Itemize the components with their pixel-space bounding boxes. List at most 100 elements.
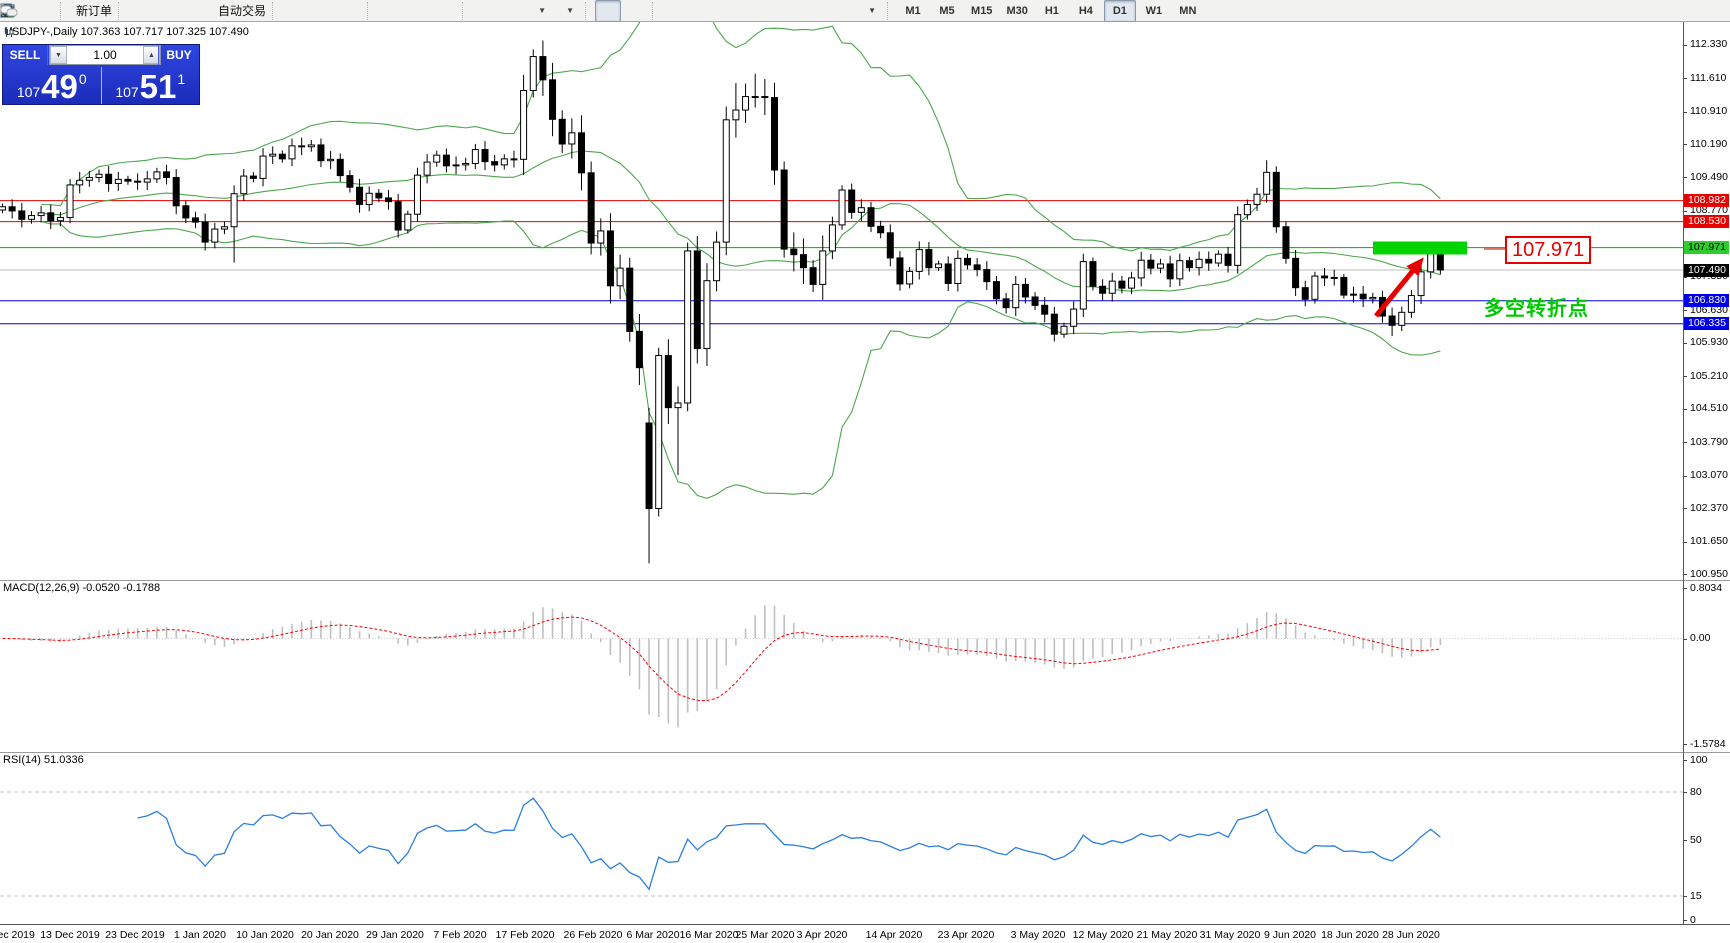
toolbar-separator <box>652 1 659 20</box>
fibonacci-tool-button[interactable]: F <box>1 0 800 22</box>
trendline-tool-button[interactable] <box>1 0 744 22</box>
date-label: 10 Jan 2020 <box>236 929 294 941</box>
price-tick-mark <box>1683 508 1687 510</box>
price-tick-mark <box>1683 376 1687 377</box>
line-chart-type-button[interactable] <box>1 0 364 22</box>
volume-increase-button[interactable]: ▲ <box>143 46 160 64</box>
cursor-tool-button[interactable] <box>4 0 622 22</box>
main-chart-canvas[interactable] <box>0 22 1683 580</box>
red-arrow[interactable] <box>1374 257 1424 318</box>
green-zone-rectangle[interactable] <box>1373 241 1467 255</box>
chart-profile-icon[interactable] <box>0 0 57 22</box>
price-badge: 106.335 <box>1684 316 1729 330</box>
date-label: 12 May 2020 <box>1072 929 1134 941</box>
chart-title: USDJPY-,Daily 107.363 107.717 107.325 10… <box>4 26 249 38</box>
rsi-tick-label: 50 <box>1690 833 1702 846</box>
bollinger-lower[interactable] <box>40 220 1441 499</box>
crosshair-tool-button[interactable] <box>1 0 649 22</box>
vertical-line-tool-button[interactable] <box>6 0 688 22</box>
chat-icon[interactable] <box>0 0 1723 22</box>
date-label: 16 Mar 2020 <box>679 929 739 941</box>
date-label: 3 Apr 2020 <box>796 929 848 941</box>
rsi-pane-canvas[interactable] <box>0 753 1683 924</box>
price-callout-label[interactable]: 107.971 <box>1505 236 1592 264</box>
timeframe-h4[interactable]: H4 <box>1078 4 1093 17</box>
sell-button[interactable]: SELL <box>3 45 48 65</box>
horizontal-line-tool-button[interactable] <box>1 0 716 22</box>
bollinger-middle[interactable] <box>41 150 1441 292</box>
chart-shift-button[interactable] <box>2 0 526 22</box>
price-tick-mark <box>1683 177 1687 178</box>
price-tick-mark <box>1683 111 1687 113</box>
date-label: 3 May 2020 <box>1010 929 1066 941</box>
price-tick-label: 105.930 <box>1690 336 1728 348</box>
price-tick-mark <box>1683 210 1687 212</box>
turning-point-text[interactable]: 多空转折点 <box>1484 298 1589 320</box>
price-tick-mark <box>1683 442 1687 444</box>
zoom-out-button[interactable] <box>1 0 431 22</box>
price-tick-label: 102.370 <box>1690 501 1728 514</box>
timeframe-w1[interactable]: W1 <box>1145 4 1163 17</box>
rsi-tick-mark <box>1683 920 1687 921</box>
rsi-tick-mark <box>1683 792 1687 793</box>
date-label: 26 Feb 2020 <box>563 929 623 941</box>
accounts-icon[interactable] <box>0 0 182 22</box>
date-label: 14 Apr 2020 <box>865 929 923 941</box>
timeframe-mn[interactable]: MN <box>1179 4 1197 17</box>
chart-window: USDJPY-,Daily 107.363 107.717 107.325 10… <box>0 22 1730 943</box>
date-label: 1 Jan 2020 <box>174 929 226 941</box>
tile-windows-button[interactable] <box>0 0 459 22</box>
text-label-tool-button[interactable]: T <box>1 0 856 22</box>
sell-price-main: 49 <box>41 68 78 105</box>
signals-icon[interactable] <box>0 0 210 22</box>
bar-chart-type-button[interactable] <box>2 0 308 22</box>
market-depth-icon[interactable] <box>1 0 154 22</box>
buy-button[interactable]: BUY <box>158 45 199 65</box>
candle-chart-type-button[interactable] <box>2 0 336 22</box>
macd-signal-line[interactable] <box>2 616 1441 702</box>
macd-pane-canvas[interactable] <box>0 581 1683 752</box>
timeframe-d1[interactable]: D1 <box>1103 0 1136 22</box>
price-tick-mark <box>1683 541 1687 543</box>
timeframe-h1[interactable]: H1 <box>1044 4 1059 17</box>
rsi-tick-mark <box>1683 760 1687 761</box>
volume-decrease-button[interactable]: ▼ <box>50 46 67 64</box>
volume-input[interactable] <box>67 46 143 64</box>
price-tick-label: 110.910 <box>1690 105 1728 118</box>
caret-down-icon: ▼ <box>538 6 546 15</box>
new-order-button[interactable]: 新订单 <box>0 0 115 22</box>
indicator-shift-button[interactable] <box>2 0 498 22</box>
date-label: 31 May 2020 <box>1199 929 1261 941</box>
timeframe-m5[interactable]: M5 <box>939 4 955 17</box>
rsi-line[interactable] <box>137 797 1441 891</box>
caret-down-icon: ▼ <box>566 6 574 15</box>
price-divider <box>100 67 102 104</box>
price-axis-border <box>1683 22 1684 924</box>
date-label: 29 Jan 2020 <box>366 929 424 941</box>
period-button[interactable]: ▼ <box>1 0 582 22</box>
autotrading-button[interactable]: 自动交易 <box>1 0 269 22</box>
autotrading-label: 自动交易 <box>218 4 267 18</box>
rsi-tick-mark <box>1683 840 1687 841</box>
timeframe-m1[interactable]: M1 <box>905 4 921 17</box>
date-label: 18 Jun 2020 <box>1321 929 1379 941</box>
timeframe-m15[interactable]: M15 <box>971 4 993 17</box>
macd-tick-mark <box>1683 638 1687 640</box>
arrows-tool-button[interactable]: ▼ <box>2 0 884 22</box>
bollinger-upper[interactable] <box>41 22 1441 252</box>
zoom-in-button[interactable] <box>1 0 403 22</box>
add-indicator-button[interactable]: ▼ <box>0 0 554 22</box>
sell-price[interactable]: 107 49 0 <box>3 65 101 106</box>
timeframe-m30[interactable]: M30 <box>1006 4 1028 17</box>
text-tool-button[interactable]: A <box>3 0 828 22</box>
channel-tool-button[interactable]: E <box>0 0 772 22</box>
date-label: 7 Feb 2020 <box>433 929 487 941</box>
toolbar-separator <box>887 1 894 20</box>
chart-icon <box>5 27 14 37</box>
search-icon[interactable] <box>1 0 1695 22</box>
rsi-pane-separator[interactable] <box>0 752 1730 753</box>
macd-pane-separator[interactable] <box>0 580 1730 581</box>
buy-price-pip: 1 <box>177 71 186 87</box>
buy-price[interactable]: 107 51 1 <box>102 65 200 106</box>
new-order-label: 新订单 <box>76 4 113 18</box>
